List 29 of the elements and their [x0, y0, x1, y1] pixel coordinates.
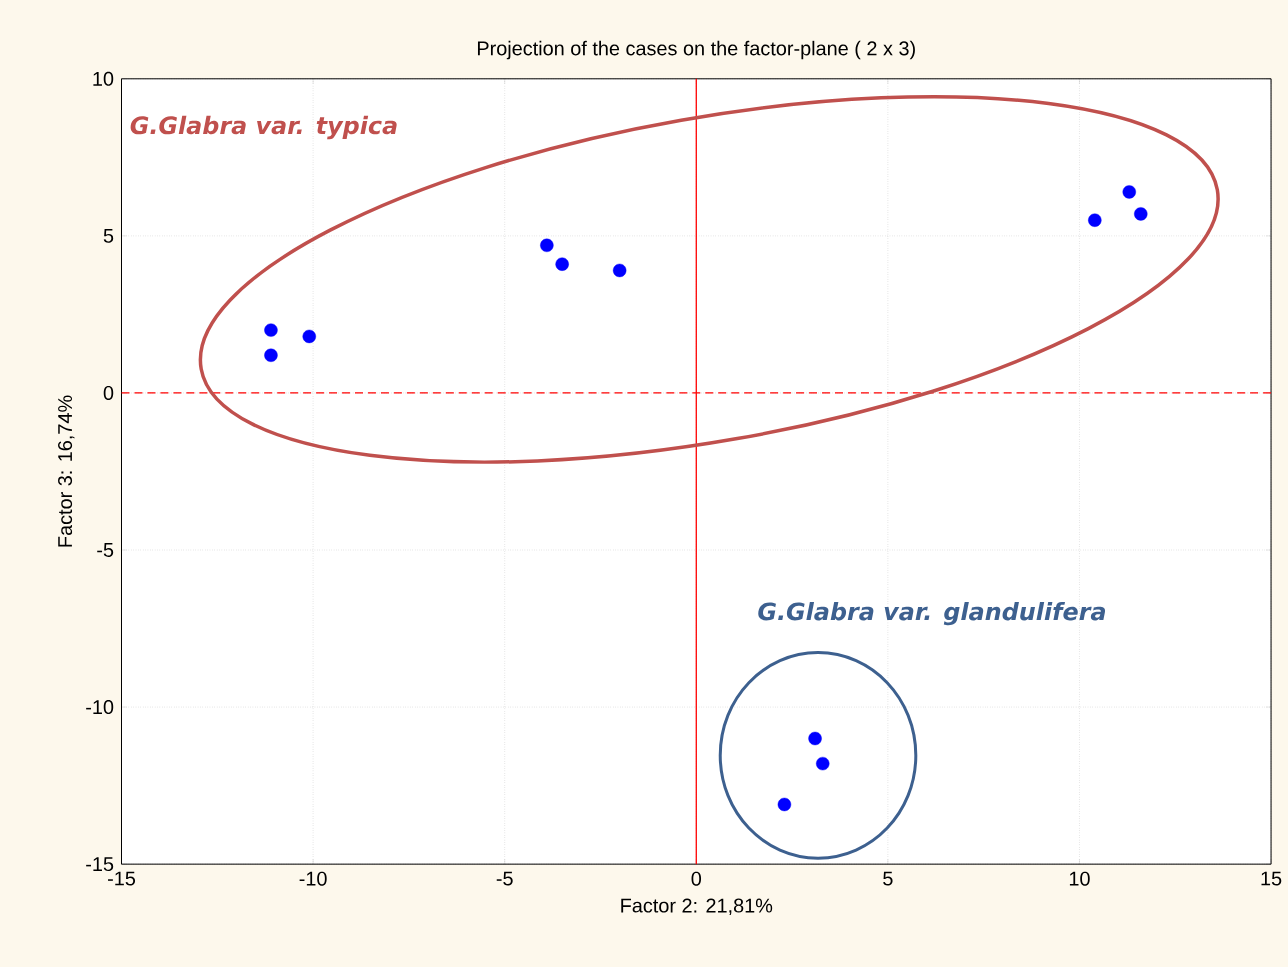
annotation: G.Glabra var. typica: [130, 115, 397, 140]
point: [612, 263, 627, 278]
point: [808, 731, 822, 746]
x-axis-title: Factor 2: 21,81%: [621, 898, 773, 915]
x-tick-label: 15: [1261, 871, 1282, 886]
point: [1122, 185, 1136, 199]
point: [264, 323, 278, 337]
point: [264, 348, 278, 362]
x-tick-label: -5: [496, 871, 513, 886]
x-tick-label: -10: [299, 871, 327, 886]
point: [1088, 213, 1102, 227]
chart-title: Projection of the cases on the factor-plane ( 2 x 3): [477, 40, 915, 60]
y-tick-label: -15: [86, 857, 114, 872]
point: [777, 797, 792, 812]
point: [1134, 207, 1148, 221]
point: [555, 257, 569, 271]
y-tick-label: 5: [103, 228, 114, 243]
y-tick-label: -5: [97, 543, 114, 557]
y-axis-title: Factor 3: 16,74%: [58, 395, 75, 547]
point: [816, 756, 830, 771]
point: [302, 329, 316, 344]
x-tick-label: 0: [691, 871, 702, 886]
x-tick-label: 5: [883, 871, 893, 886]
y-tick-label: -10: [86, 700, 114, 715]
y-tick-label: 0: [103, 385, 114, 401]
y-tick-label: 10: [93, 71, 114, 86]
annotation: G.Glabra var. glandulifera: [758, 602, 1106, 626]
point: [540, 238, 554, 253]
x-tick-label: 10: [1069, 871, 1090, 886]
